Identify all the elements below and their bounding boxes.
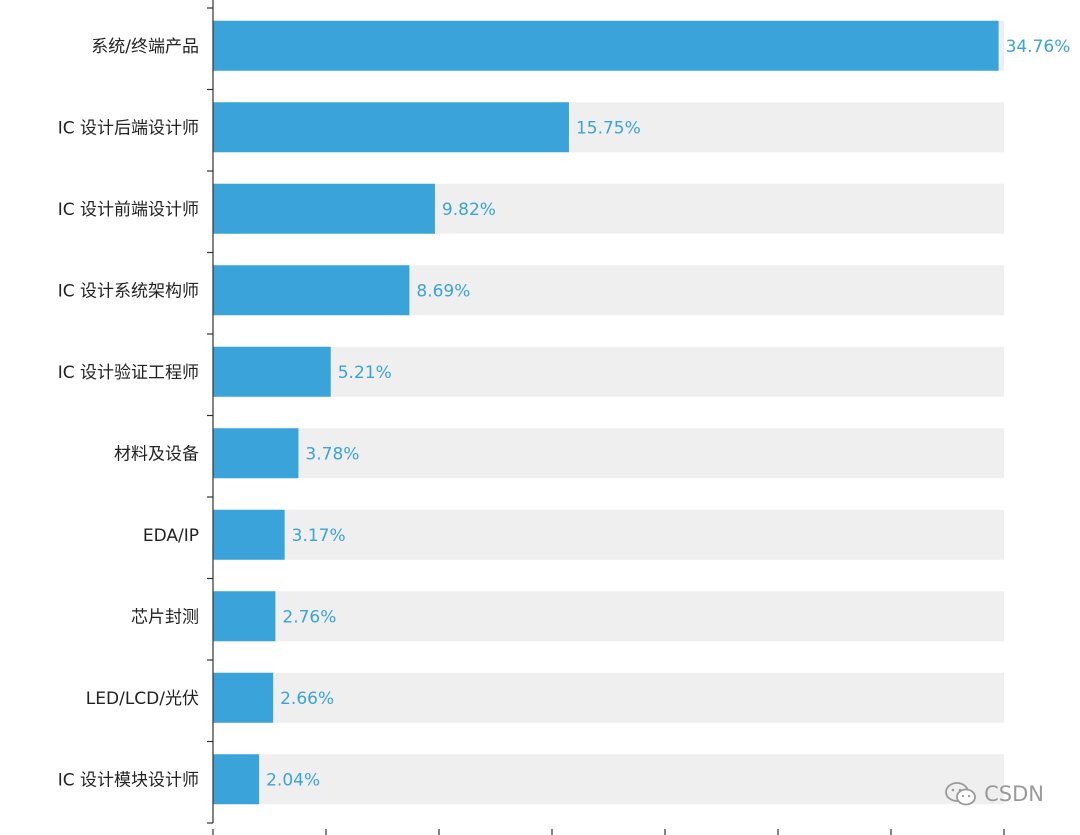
background-bar (213, 509, 1004, 560)
background-bars (213, 20, 1004, 805)
bar (213, 183, 435, 234)
value-label: 2.66% (280, 689, 334, 709)
value-label: 8.69% (416, 281, 470, 301)
bar (213, 754, 260, 805)
bar (213, 346, 331, 397)
background-bar (213, 346, 1004, 397)
value-label: 2.76% (282, 607, 336, 627)
category-label: IC 设计模块设计师 (58, 770, 199, 790)
category-label: LED/LCD/光伏 (86, 689, 199, 709)
value-label: 5.21% (338, 363, 392, 383)
value-labels: 34.76% 15.75% 9.82% 8.69% 5.21% 3.78% 3.17% 2.7… (266, 37, 1070, 791)
value-label: 3.17% (292, 526, 346, 546)
value-label: 2.04% (266, 770, 320, 790)
category-label: IC 设计前端设计师 (58, 200, 199, 220)
value-label: 3.78% (305, 444, 359, 464)
watermark: CSDN (944, 781, 1044, 807)
background-bar (213, 591, 1004, 642)
background-bar (213, 672, 1004, 723)
value-label: 9.82% (442, 200, 496, 220)
category-label: IC 设计系统架构师 (58, 281, 199, 301)
bar (213, 20, 999, 71)
category-label: 芯片封测 (131, 607, 199, 627)
background-bar (213, 428, 1004, 479)
watermark-text: CSDN (984, 782, 1044, 806)
background-bar (213, 754, 1004, 805)
data-bars (213, 20, 999, 805)
y-axis (207, 0, 1005, 835)
category-label: EDA/IP (143, 526, 199, 546)
value-label: 15.75% (576, 118, 641, 138)
category-label: IC 设计验证工程师 (58, 363, 199, 383)
bar (213, 672, 274, 723)
bar (213, 265, 410, 316)
value-label: 34.76% (1006, 37, 1071, 57)
category-label: 材料及设备 (114, 444, 199, 464)
bar (213, 509, 285, 560)
bar (213, 102, 569, 153)
wechat-icon (945, 782, 977, 806)
category-labels: 系统/终端产品 IC 设计后端设计师 IC 设计前端设计师 IC 设计系统架构师 IC … (58, 37, 199, 791)
bar (213, 591, 276, 642)
category-label: 系统/终端产品 (91, 37, 199, 57)
category-label: IC 设计后端设计师 (58, 118, 199, 138)
bar (213, 428, 299, 479)
